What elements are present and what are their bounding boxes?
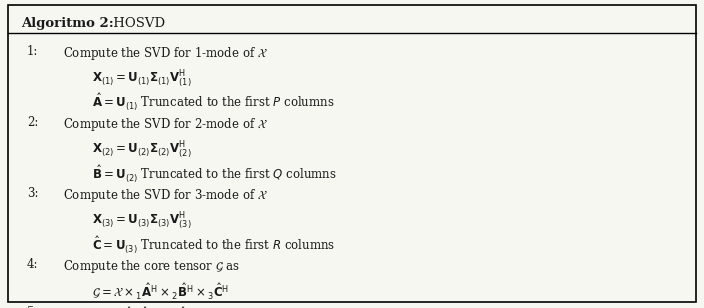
Text: $\mathbf{X}_{(3)} = \mathbf{U}_{(3)}\boldsymbol{\Sigma}_{(3)}\mathbf{V}^{\mathrm: $\mathbf{X}_{(3)} = \mathbf{U}_{(3)}\bol…	[92, 211, 191, 232]
Text: $\hat{\mathbf{A}} = \mathbf{U}_{(1)}$ Truncated to the first $P$ columns: $\hat{\mathbf{A}} = \mathbf{U}_{(1)}$ Tr…	[92, 92, 334, 113]
Text: 5:: 5:	[27, 306, 38, 308]
Text: $\hat{\mathbf{C}} = \mathbf{U}_{(3)}$ Truncated to the first $R$ columns: $\hat{\mathbf{C}} = \mathbf{U}_{(3)}$ Tr…	[92, 234, 335, 256]
Text: $\hat{\mathbf{B}} = \mathbf{U}_{(2)}$ Truncated to the first $Q$ columns: $\hat{\mathbf{B}} = \mathbf{U}_{(2)}$ Tr…	[92, 163, 337, 184]
Text: Return $\mathcal{G}$, $\hat{\mathbf{A}}$, $\hat{\mathbf{B}}$ and $\hat{\mathbf{C: Return $\mathcal{G}$, $\hat{\mathbf{A}}$…	[63, 306, 191, 308]
Text: Compute the SVD for 2-mode of $\mathcal{X}$: Compute the SVD for 2-mode of $\mathcal{…	[63, 116, 268, 133]
Text: Compute the SVD for 3-mode of $\mathcal{X}$: Compute the SVD for 3-mode of $\mathcal{…	[63, 187, 268, 204]
Text: 3:: 3:	[27, 187, 38, 200]
Text: Algoritmo 2:: Algoritmo 2:	[21, 17, 114, 30]
Text: Compute the SVD for 1-mode of $\mathcal{X}$: Compute the SVD for 1-mode of $\mathcal{…	[63, 45, 268, 62]
Text: HOSVD: HOSVD	[109, 17, 165, 30]
Text: $\mathbf{X}_{(1)} = \mathbf{U}_{(1)}\boldsymbol{\Sigma}_{(1)}\mathbf{V}^{\mathrm: $\mathbf{X}_{(1)} = \mathbf{U}_{(1)}\bol…	[92, 68, 191, 90]
Text: 1:: 1:	[27, 45, 38, 58]
Text: 4:: 4:	[27, 258, 38, 271]
FancyBboxPatch shape	[8, 5, 696, 302]
Text: Compute the core tensor $\mathcal{G}$ as: Compute the core tensor $\mathcal{G}$ as	[63, 258, 241, 275]
Text: $\mathbf{X}_{(2)} = \mathbf{U}_{(2)}\boldsymbol{\Sigma}_{(2)}\mathbf{V}^{\mathrm: $\mathbf{X}_{(2)} = \mathbf{U}_{(2)}\bol…	[92, 140, 191, 161]
Text: 2:: 2:	[27, 116, 38, 129]
Text: $\mathcal{G} = \mathcal{X} \times_1 \hat{\mathbf{A}}^{\mathrm{H}} \times_2 \hat{: $\mathcal{G} = \mathcal{X} \times_1 \hat…	[92, 282, 229, 302]
